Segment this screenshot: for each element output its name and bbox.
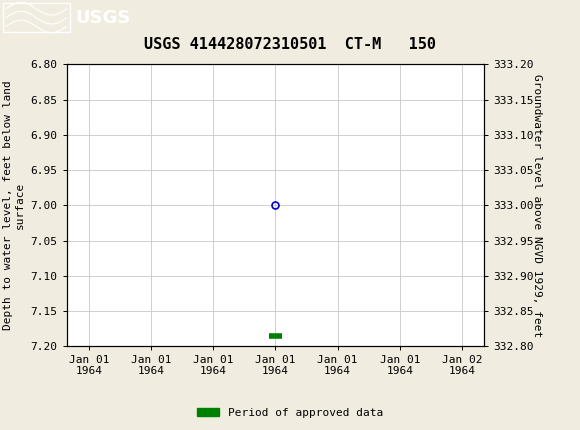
Legend: Period of approved data: Period of approved data xyxy=(193,403,387,422)
Bar xyxy=(3,3,70,32)
Text: USGS 414428072310501  CT-M   150: USGS 414428072310501 CT-M 150 xyxy=(144,37,436,52)
Y-axis label: Depth to water level, feet below land
surface: Depth to water level, feet below land su… xyxy=(3,80,25,330)
Y-axis label: Groundwater level above NGVD 1929, feet: Groundwater level above NGVD 1929, feet xyxy=(532,74,542,337)
Text: USGS: USGS xyxy=(75,9,130,27)
